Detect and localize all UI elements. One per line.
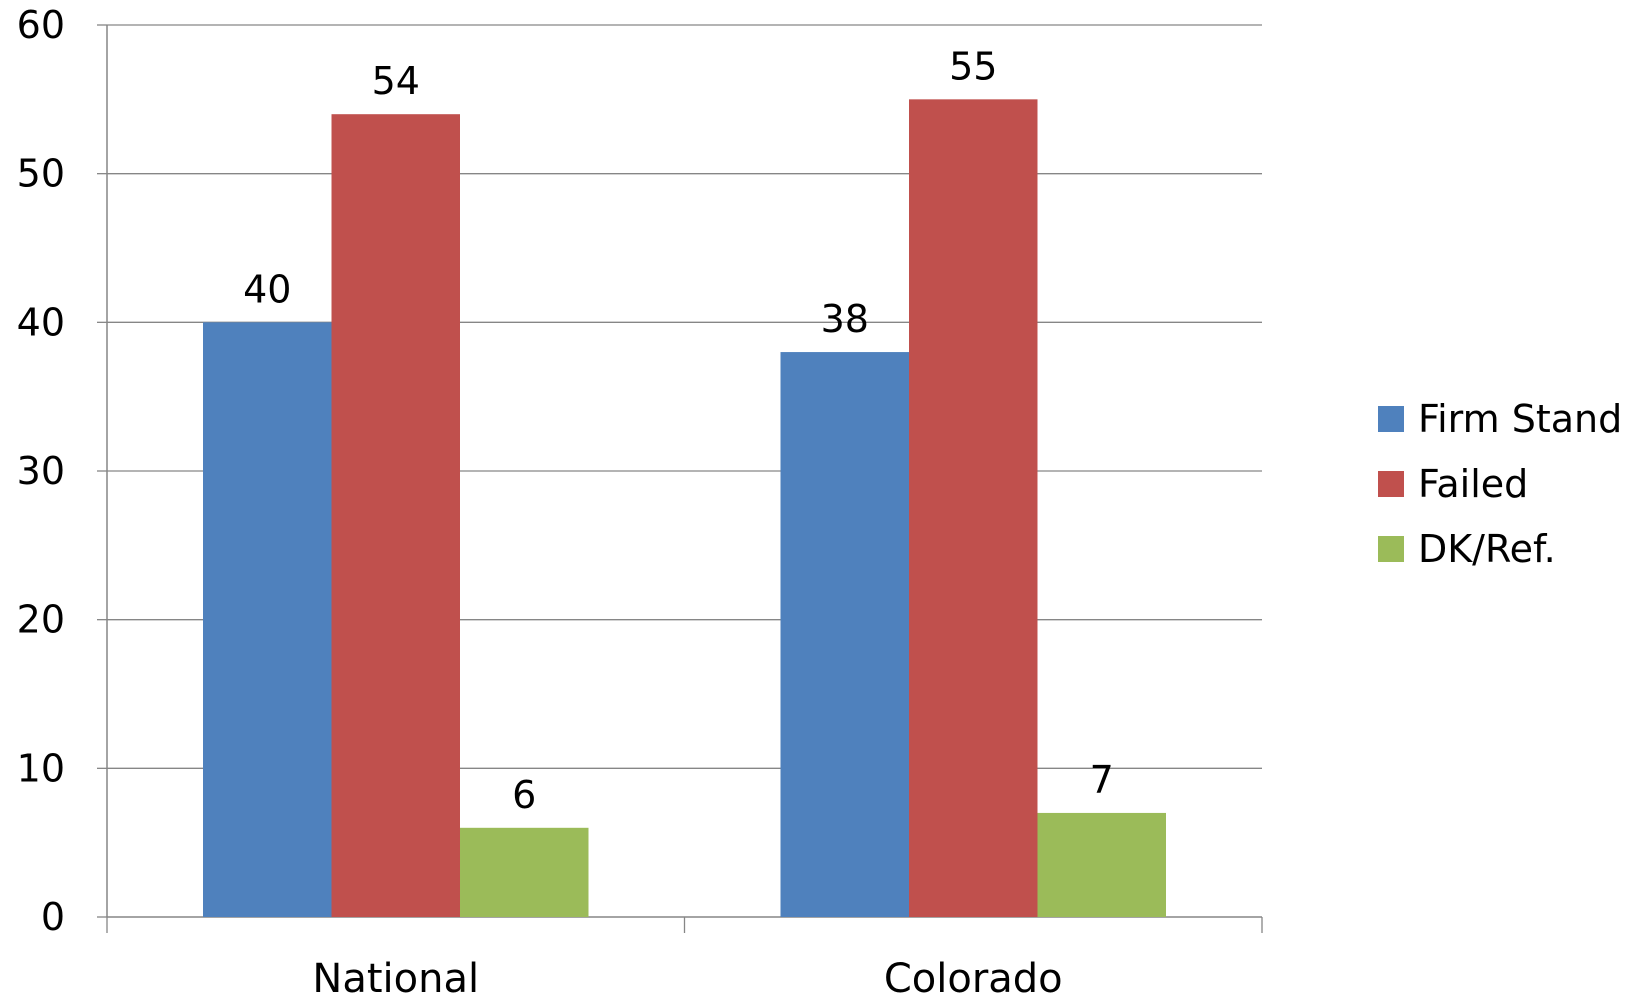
legend-swatch — [1378, 536, 1404, 562]
bars — [203, 99, 1166, 918]
data-label: 55 — [949, 44, 997, 88]
legend-label: DK/Ref. — [1418, 527, 1556, 571]
legend: Firm Stand Failed DK/Ref. — [1378, 397, 1622, 571]
legend-label: Firm Stand — [1418, 397, 1622, 441]
bar — [780, 352, 909, 918]
legend-swatch — [1378, 471, 1404, 497]
axes: 0 10 20 30 40 50 60 National Colorado — [17, 3, 1263, 995]
y-tick-label: 60 — [17, 3, 65, 47]
y-tick-label: 10 — [17, 746, 65, 790]
x-category-label: National — [312, 956, 479, 995]
bar — [909, 99, 1038, 918]
data-label: 40 — [243, 267, 291, 311]
y-tick-label: 50 — [17, 152, 65, 196]
bar — [1037, 812, 1166, 917]
y-tick-label: 30 — [17, 449, 65, 493]
y-tick-label: 20 — [17, 598, 65, 642]
data-label: 7 — [1090, 758, 1114, 802]
x-category-label: Colorado — [884, 956, 1063, 995]
y-tick-label: 40 — [17, 300, 65, 344]
y-tick-label: 0 — [41, 895, 65, 939]
data-labels: 40 54 6 38 55 7 — [243, 44, 1114, 816]
bar — [203, 322, 332, 917]
data-label: 38 — [821, 297, 869, 341]
bar — [331, 114, 460, 917]
bar — [460, 827, 589, 917]
data-label: 54 — [372, 59, 420, 103]
legend-label: Failed — [1418, 462, 1528, 506]
legend-swatch — [1378, 406, 1404, 432]
data-label: 6 — [512, 773, 536, 817]
